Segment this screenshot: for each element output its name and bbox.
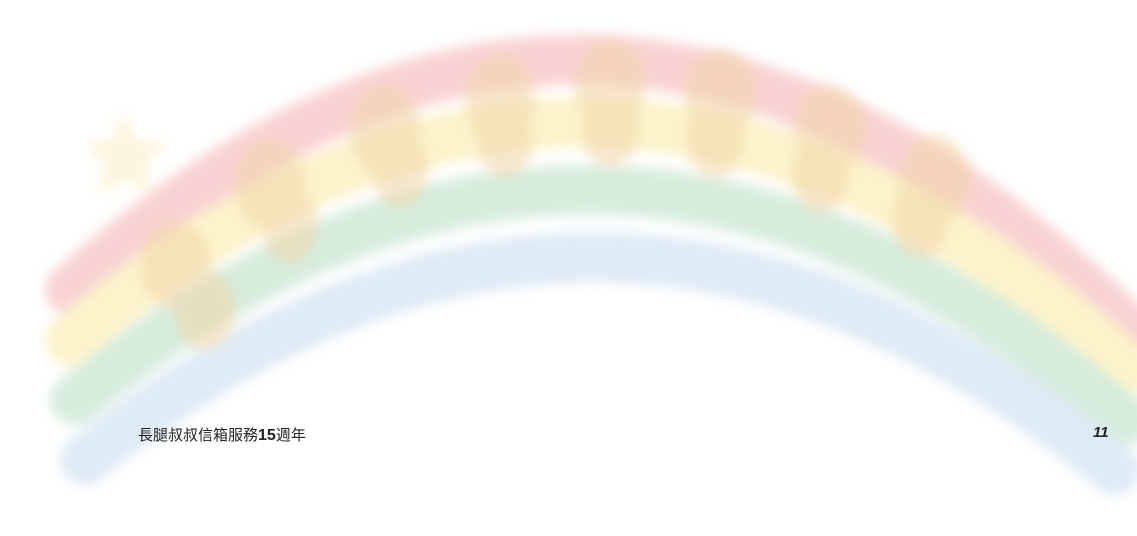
footer-title: 長腿叔叔信箱服務15週年 <box>138 424 306 445</box>
rainbow-blue <box>60 232 1137 495</box>
title-text: 週年 <box>275 426 306 444</box>
title-number: 15 <box>258 427 276 444</box>
page-number: 11 <box>1093 424 1109 441</box>
star <box>82 110 170 196</box>
bears <box>140 40 970 350</box>
title-text: 長腿叔叔信箱服務 <box>138 426 259 444</box>
